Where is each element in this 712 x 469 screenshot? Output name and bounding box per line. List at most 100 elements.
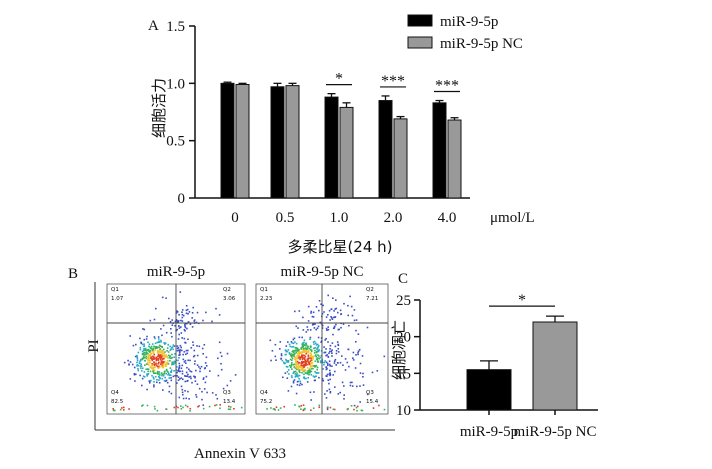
panel-b-event-dot: [304, 358, 306, 361]
panel-b-axis-event-dot: [227, 408, 230, 410]
panel-b-event-dot: [285, 359, 288, 362]
panel-b-dot-plots: miR-9-5pQ11.07Q23.06Q313.4Q482.5miR-9-5p…: [94, 264, 395, 431]
panel-b-event-dot: [134, 355, 137, 358]
panel-b-event-dot: [176, 347, 179, 350]
panel-b-event-dot: [347, 304, 349, 307]
panel-b-event-dot: [289, 358, 292, 361]
panel-b-event-dot: [166, 356, 168, 358]
panel-b-event-dot: [314, 354, 317, 357]
panel-b-event-dot: [176, 310, 178, 312]
panel-b-event-dot: [308, 367, 311, 370]
panel-b-event-dot: [150, 345, 153, 348]
panel-b-quadrant-percent: 82.5: [111, 399, 124, 405]
panel-b-event-dot: [297, 380, 300, 383]
panel-b-event-dot: [290, 375, 293, 377]
panel-b-event-dot: [309, 338, 311, 340]
panel-b-event-dot: [234, 374, 237, 376]
panel-b-axis-event-dot: [112, 408, 114, 410]
panel-b-event-dot: [209, 370, 211, 372]
panel-b-event-dot: [176, 321, 179, 323]
panel-b-axis-event-dot: [333, 408, 336, 411]
panel-b-event-dot: [187, 321, 190, 323]
panel-b-event-dot: [296, 360, 299, 363]
panel-b-event-dot: [337, 343, 339, 346]
panel-b-event-dot: [308, 357, 311, 359]
panel-b-event-dot: [294, 367, 297, 369]
panel-b-axis-event-dot: [229, 408, 232, 411]
panel-b-event-dot: [183, 337, 186, 340]
panel-b-event-dot: [192, 355, 195, 358]
panel-b-event-dot: [186, 327, 188, 330]
panel-b-event-dot: [178, 325, 180, 327]
panel-b-event-dot: [318, 300, 321, 302]
panel-b-event-dot: [292, 338, 295, 341]
panel-b-event-dot: [153, 318, 156, 321]
panel-b-event-dot: [314, 323, 316, 326]
panel-b-event-dot: [291, 362, 293, 364]
panel-b-event-dot: [185, 375, 187, 377]
panel-b-event-dot: [160, 339, 162, 342]
panel-b-event-dot: [156, 352, 159, 354]
panel-b-event-dot: [295, 360, 297, 362]
panel-b-event-dot: [302, 342, 304, 344]
panel-b-event-dot: [159, 358, 162, 361]
panel-b-event-dot: [376, 370, 379, 372]
panel-b-event-dot: [337, 351, 340, 353]
panel-b-event-dot: [203, 388, 206, 390]
panel-b-event-dot: [289, 353, 292, 355]
panel-b-event-dot: [158, 338, 160, 340]
panel-b-axis-event-dot: [304, 407, 306, 410]
panel-b-event-dot: [179, 350, 181, 353]
panel-b-event-dot: [161, 346, 163, 348]
panel-b-event-dot: [298, 310, 301, 312]
panel-b-axis-event-dot: [153, 405, 156, 408]
panel-b-axis-event-dot: [141, 405, 143, 407]
panel-b-event-dot: [151, 364, 153, 366]
panel-b-axis-event-dot: [182, 406, 184, 409]
panel-c-y-tick-label: 10: [396, 403, 411, 419]
panel-b-event-dot: [195, 369, 197, 372]
panel-b-event-dot: [176, 311, 179, 313]
panel-b-event-dot: [176, 371, 178, 374]
panel-b-event-dot: [199, 370, 201, 373]
panel-b-axis-event-dot: [275, 406, 278, 408]
panel-b-event-dot: [156, 370, 159, 373]
panel-b-axis-event-dot: [298, 405, 300, 408]
panel-b-event-dot: [153, 336, 156, 338]
panel-b-event-dot: [355, 319, 358, 321]
panel-b-event-dot: [157, 346, 159, 348]
panel-b-event-dot: [301, 358, 304, 361]
panel-b-event-dot: [123, 361, 126, 364]
panel-a-x-tick-label: 0: [231, 210, 239, 226]
panel-b-event-dot: [292, 349, 294, 352]
panel-b-axis-event-dot: [279, 407, 282, 409]
panel-b-event-dot: [328, 352, 330, 354]
panel-b-event-dot: [184, 390, 186, 392]
panel-b-event-dot: [159, 348, 161, 350]
panel-b-event-dot: [165, 331, 168, 334]
panel-b-event-dot: [305, 331, 308, 333]
panel-b-quadrant-name: Q3: [366, 390, 374, 396]
panel-b-event-dot: [292, 353, 294, 356]
panel-b-axis-event-dot: [180, 405, 182, 407]
panel-b-event-dot: [178, 396, 181, 399]
panel-b-event-dot: [155, 359, 158, 362]
panel-b-quadrant-name: Q3: [223, 390, 231, 396]
panel-b-event-dot: [174, 320, 177, 323]
panel-b-event-dot: [136, 357, 139, 360]
panel-b-event-dot: [329, 344, 332, 347]
panel-b-event-dot: [304, 350, 306, 353]
panel-b-event-dot: [142, 375, 145, 377]
panel-b-event-dot: [317, 372, 320, 374]
panel-b-event-dot: [144, 360, 146, 362]
panel-b-event-dot: [160, 345, 162, 347]
panel-b-event-dot: [182, 314, 185, 317]
panel-b-event-dot: [329, 348, 331, 350]
panel-b-event-dot: [165, 372, 168, 375]
panel-a-bars: * *** ***: [220, 71, 462, 199]
panel-b-event-dot: [318, 349, 320, 351]
panel-b-event-dot: [184, 380, 187, 383]
panel-b-event-dot: [158, 346, 160, 349]
panel-b-event-dot: [145, 363, 148, 365]
panel-b-event-dot: [310, 357, 312, 359]
